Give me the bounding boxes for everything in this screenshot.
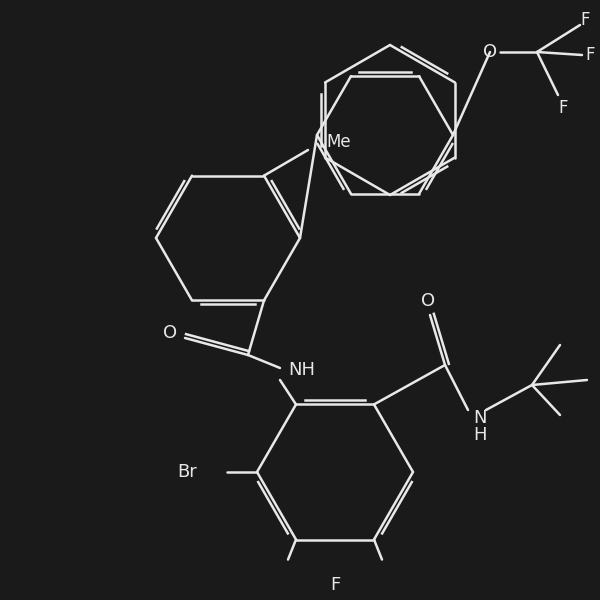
Text: Me: Me [326, 133, 350, 151]
Text: F: F [330, 576, 340, 594]
Text: F: F [580, 11, 590, 29]
Text: Br: Br [177, 463, 197, 481]
Text: F: F [585, 46, 595, 64]
Text: O: O [163, 324, 177, 342]
Text: O: O [483, 43, 497, 61]
Text: NH: NH [288, 361, 315, 379]
Text: N: N [473, 409, 487, 427]
Text: F: F [558, 99, 568, 117]
Text: O: O [421, 292, 435, 310]
Text: H: H [473, 426, 487, 444]
